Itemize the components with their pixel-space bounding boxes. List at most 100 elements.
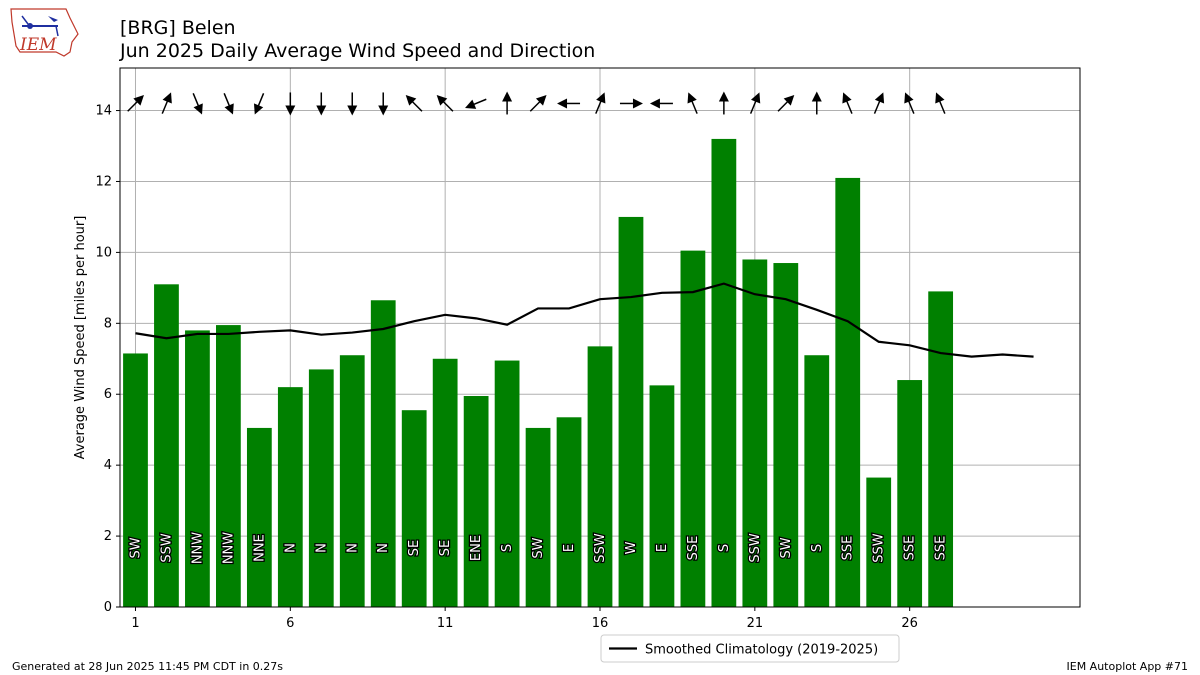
direction-label: SE: [407, 540, 422, 556]
direction-arrow: [192, 93, 203, 115]
y-tick-label: 2: [104, 529, 112, 544]
direction-arrow: [529, 94, 547, 112]
wind-bar: [339, 355, 365, 607]
direction-arrow: [285, 92, 296, 116]
direction-arrow: [347, 92, 358, 116]
x-tick-label: 6: [286, 616, 294, 631]
wind-bar: [711, 138, 737, 607]
direction-arrow: [904, 92, 915, 114]
direction-arrow: [749, 92, 761, 114]
direction-label: NNW: [190, 532, 205, 564]
wind-bar: [866, 477, 892, 607]
wind-bar: [185, 330, 210, 607]
y-tick-label: 0: [104, 600, 112, 615]
y-tick-label: 10: [95, 245, 112, 260]
direction-arrow: [649, 98, 673, 109]
direction-label: N: [376, 543, 391, 553]
direction-label: N: [314, 543, 329, 553]
direction-label: S: [500, 544, 515, 552]
direction-arrow: [223, 93, 234, 115]
wind-bar: [432, 358, 458, 607]
direction-arrow: [253, 93, 265, 115]
chart-subtitle: Jun 2025 Daily Average Wind Speed and Di…: [120, 40, 596, 62]
x-tick-label: 16: [592, 616, 609, 631]
wind-bar: [123, 353, 148, 607]
direction-label: SW: [128, 537, 143, 558]
wind-bar: [401, 410, 427, 607]
y-tick-label: 4: [104, 458, 112, 473]
x-tick-label: 21: [747, 616, 764, 631]
legend-label: Smoothed Climatology (2019-2025): [645, 643, 878, 658]
wind-bar: [773, 263, 799, 607]
direction-arrow: [842, 92, 853, 114]
direction-label: E: [655, 544, 670, 552]
wind-bar: [308, 369, 334, 607]
direction-label: N: [283, 543, 298, 553]
footer-generated: Generated at 28 Jun 2025 11:45 PM CDT in…: [12, 660, 284, 673]
direction-label: S: [717, 544, 732, 552]
direction-label: SSE: [903, 536, 918, 561]
wind-bar: [587, 346, 613, 607]
y-tick-label: 12: [95, 174, 112, 189]
direction-arrow: [378, 92, 389, 116]
wind-bar: [463, 396, 489, 607]
direction-label: SSW: [593, 533, 608, 563]
direction-arrow: [557, 98, 581, 109]
direction-arrow: [718, 91, 729, 115]
wind-bar: [680, 250, 706, 607]
direction-label: W: [624, 541, 639, 554]
direction-label: SSW: [159, 533, 174, 563]
y-tick-label: 8: [104, 316, 112, 331]
direction-arrow: [595, 92, 606, 114]
direction-label: SSW: [872, 533, 887, 563]
direction-label: NNE: [252, 534, 267, 562]
direction-label: SE: [438, 540, 453, 556]
direction-arrow: [777, 94, 795, 112]
x-tick-label: 1: [131, 616, 139, 631]
direction-label: SW: [779, 537, 794, 558]
iem-logo: IEM: [10, 8, 79, 57]
wind-bar: [897, 380, 923, 607]
chart-title: [BRG] Belen: [120, 17, 236, 39]
direction-arrow: [316, 92, 327, 116]
wind-bar: [742, 259, 768, 607]
direction-label: SSW: [748, 533, 763, 563]
direction-arrow: [687, 92, 698, 114]
direction-arrow: [161, 92, 172, 114]
x-tick-label: 26: [901, 616, 918, 631]
direction-label: NNW: [221, 532, 236, 564]
direction-arrow: [873, 92, 885, 114]
direction-label: SW: [531, 537, 546, 558]
direction-label: S: [810, 544, 825, 552]
direction-arrow: [405, 94, 423, 112]
wind-bar: [525, 427, 551, 607]
wind-bar: [928, 291, 954, 607]
wind-bar: [370, 300, 396, 607]
wind-bar: [246, 427, 272, 607]
direction-label: ENE: [469, 535, 484, 561]
direction-label: SSE: [934, 536, 949, 561]
wind-bar: [216, 325, 241, 607]
y-tick-label: 6: [104, 387, 112, 402]
direction-arrow: [935, 92, 946, 114]
footer-app: IEM Autoplot App #71: [1066, 660, 1189, 673]
direction-label: SSE: [841, 536, 856, 561]
direction-arrow: [465, 98, 487, 109]
direction-label: E: [562, 544, 577, 552]
wind-bar: [556, 417, 582, 607]
wind-bar: [804, 355, 830, 607]
climatology-line: [135, 282, 1034, 358]
wind-bar: [649, 385, 675, 607]
wind-bar: [494, 360, 520, 607]
wind-bar: [618, 216, 644, 607]
direction-label: SSE: [686, 536, 701, 561]
y-axis-label: Average Wind Speed [miles per hour]: [73, 216, 88, 460]
wind-bar: [277, 387, 303, 607]
direction-arrow: [502, 91, 513, 115]
wind-bar: [835, 177, 861, 608]
legend-box: [600, 634, 900, 663]
x-tick-label: 11: [437, 616, 454, 631]
logo-text: IEM: [19, 35, 57, 55]
y-tick-label: 14: [95, 104, 112, 119]
